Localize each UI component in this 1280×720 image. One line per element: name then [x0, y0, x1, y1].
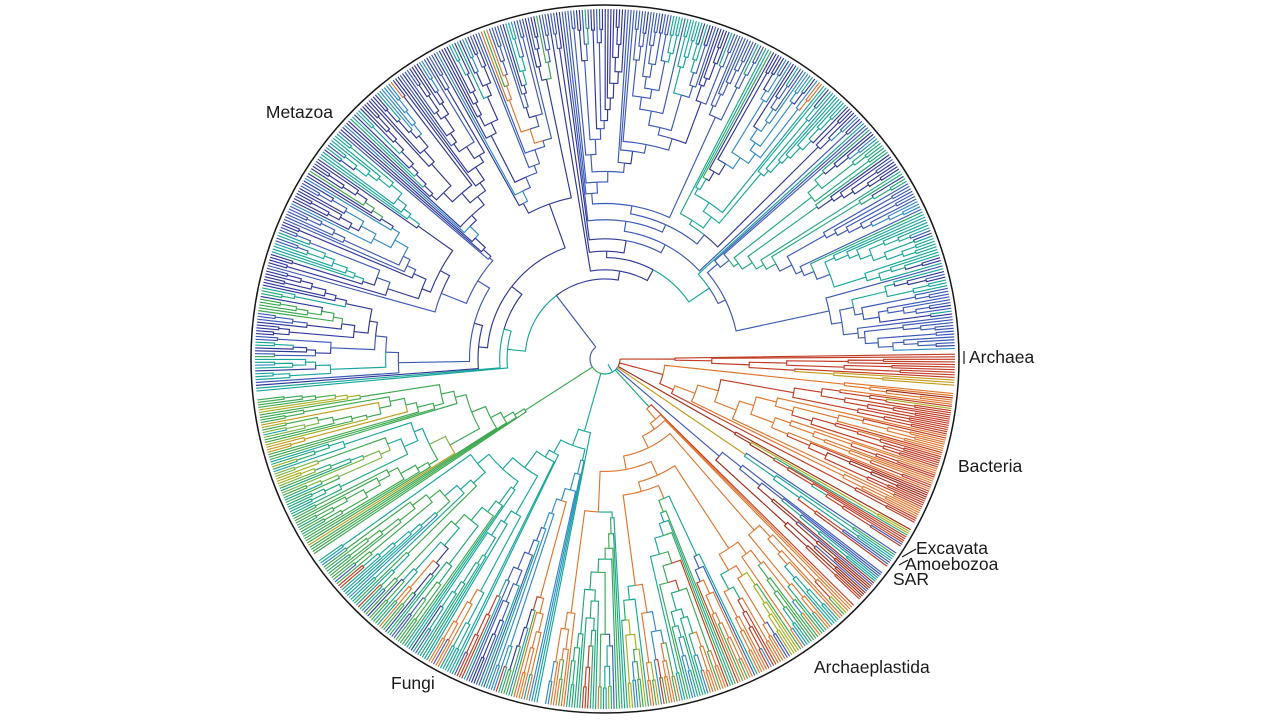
clade-label-archaeplastida: Archaeplastida [814, 657, 930, 677]
tree-branches [254, 8, 956, 710]
outer-circle [250, 4, 960, 714]
clade-label-fungi: Fungi [391, 673, 435, 693]
clade-label-archaea: Archaea [969, 347, 1035, 367]
clade-label-bacteria: Bacteria [958, 456, 1023, 476]
clade-label-sar: SAR [893, 569, 929, 589]
label-leader-lines [898, 351, 965, 566]
clade-label-excavata: Excavata [916, 538, 988, 558]
clade-label-amoebozoa: Amoebozoa [905, 554, 999, 574]
root-links [524, 295, 746, 457]
clade-label-metazoa: Metazoa [265, 102, 333, 122]
